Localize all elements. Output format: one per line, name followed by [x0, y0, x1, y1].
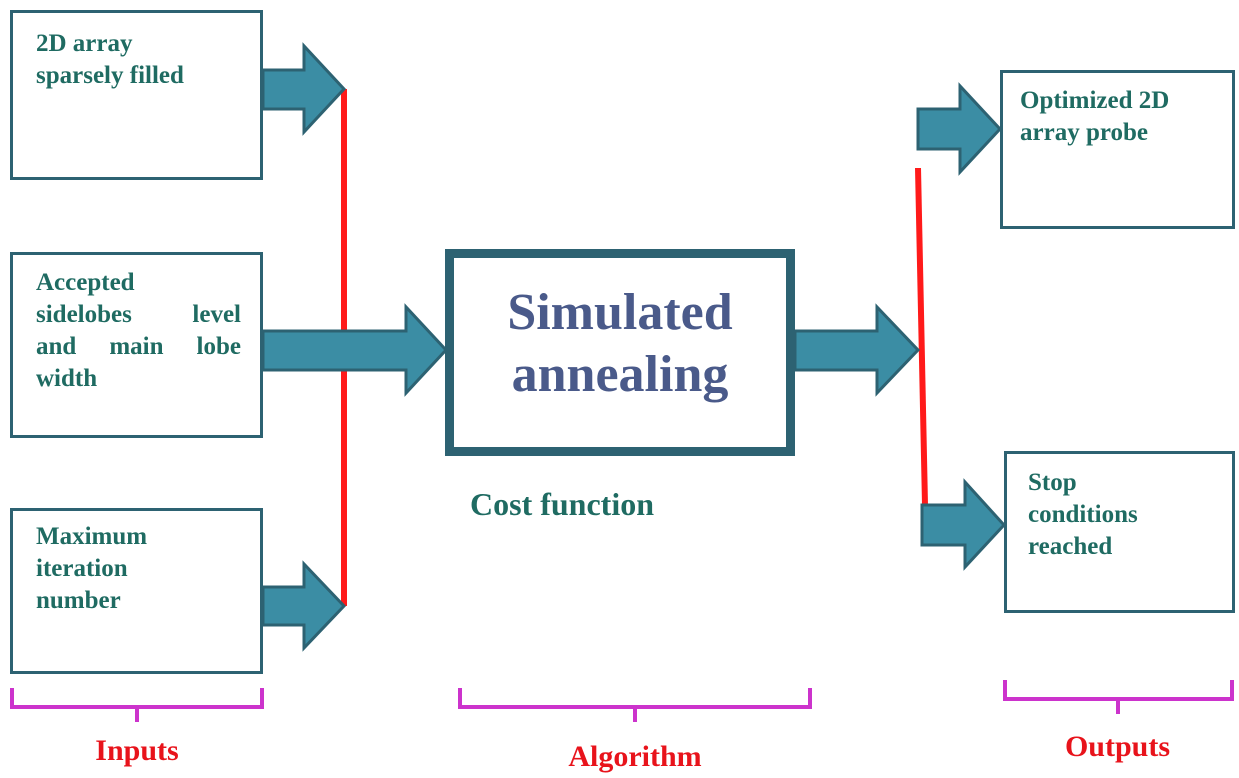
text-line: reached — [1028, 533, 1113, 560]
text-line: number — [36, 587, 121, 614]
algorithm-box — [445, 249, 795, 456]
inputs-brace — [10, 688, 264, 722]
input-box-sidelobes — [10, 252, 263, 438]
input-box-array-text: 2D array sparsely filled — [36, 28, 251, 92]
output-box-optimized — [1000, 70, 1235, 229]
arrow-output-1 — [916, 82, 1003, 176]
cost-function-caption: Cost function — [470, 486, 655, 522]
text-line: Simulated — [507, 284, 733, 341]
text-line: Maximum — [36, 523, 148, 550]
output-box-stop — [1004, 451, 1235, 613]
text-line: Stop — [1028, 469, 1077, 496]
text-line: 2D array — [36, 30, 133, 57]
text-line: Accepted — [36, 269, 135, 296]
algorithm-brace — [458, 688, 812, 722]
arrow-algorithm-out — [793, 303, 921, 397]
arrow-output-2 — [920, 478, 1007, 571]
text-line: array probe — [1020, 119, 1148, 146]
inputs-label: Inputs — [95, 734, 179, 767]
algorithm-label: Algorithm — [568, 740, 702, 773]
output-box-stop-text: Stop conditions reached — [1028, 467, 1223, 563]
text-line: annealing — [511, 346, 729, 403]
arrow-input-1 — [261, 42, 347, 136]
text-line: sparsely filled — [36, 62, 184, 89]
input-box-iterations — [10, 508, 263, 674]
input-box-array — [10, 10, 263, 180]
text-line: Optimized 2D — [1020, 87, 1170, 114]
text-line: conditions — [1028, 501, 1138, 528]
outputs-label: Outputs — [1064, 730, 1171, 763]
outputs-brace — [1003, 680, 1234, 714]
input-box-sidelobes-text: Accepted sidelobes level and main lobe w… — [36, 267, 241, 395]
text-line: and main lobe — [36, 333, 241, 360]
arrow-input-2 — [261, 303, 449, 397]
output-box-optimized-text: Optimized 2D array probe — [1020, 85, 1225, 149]
arrow-input-3 — [261, 560, 347, 652]
text-line: sidelobes level — [36, 301, 241, 328]
output-connector-line — [915, 167, 928, 506]
algorithm-title: Simulated annealing — [445, 282, 795, 406]
input-box-iterations-text: Maximum iteration number — [36, 521, 251, 617]
text-line: width — [36, 365, 98, 392]
text-line: iteration — [36, 555, 128, 582]
